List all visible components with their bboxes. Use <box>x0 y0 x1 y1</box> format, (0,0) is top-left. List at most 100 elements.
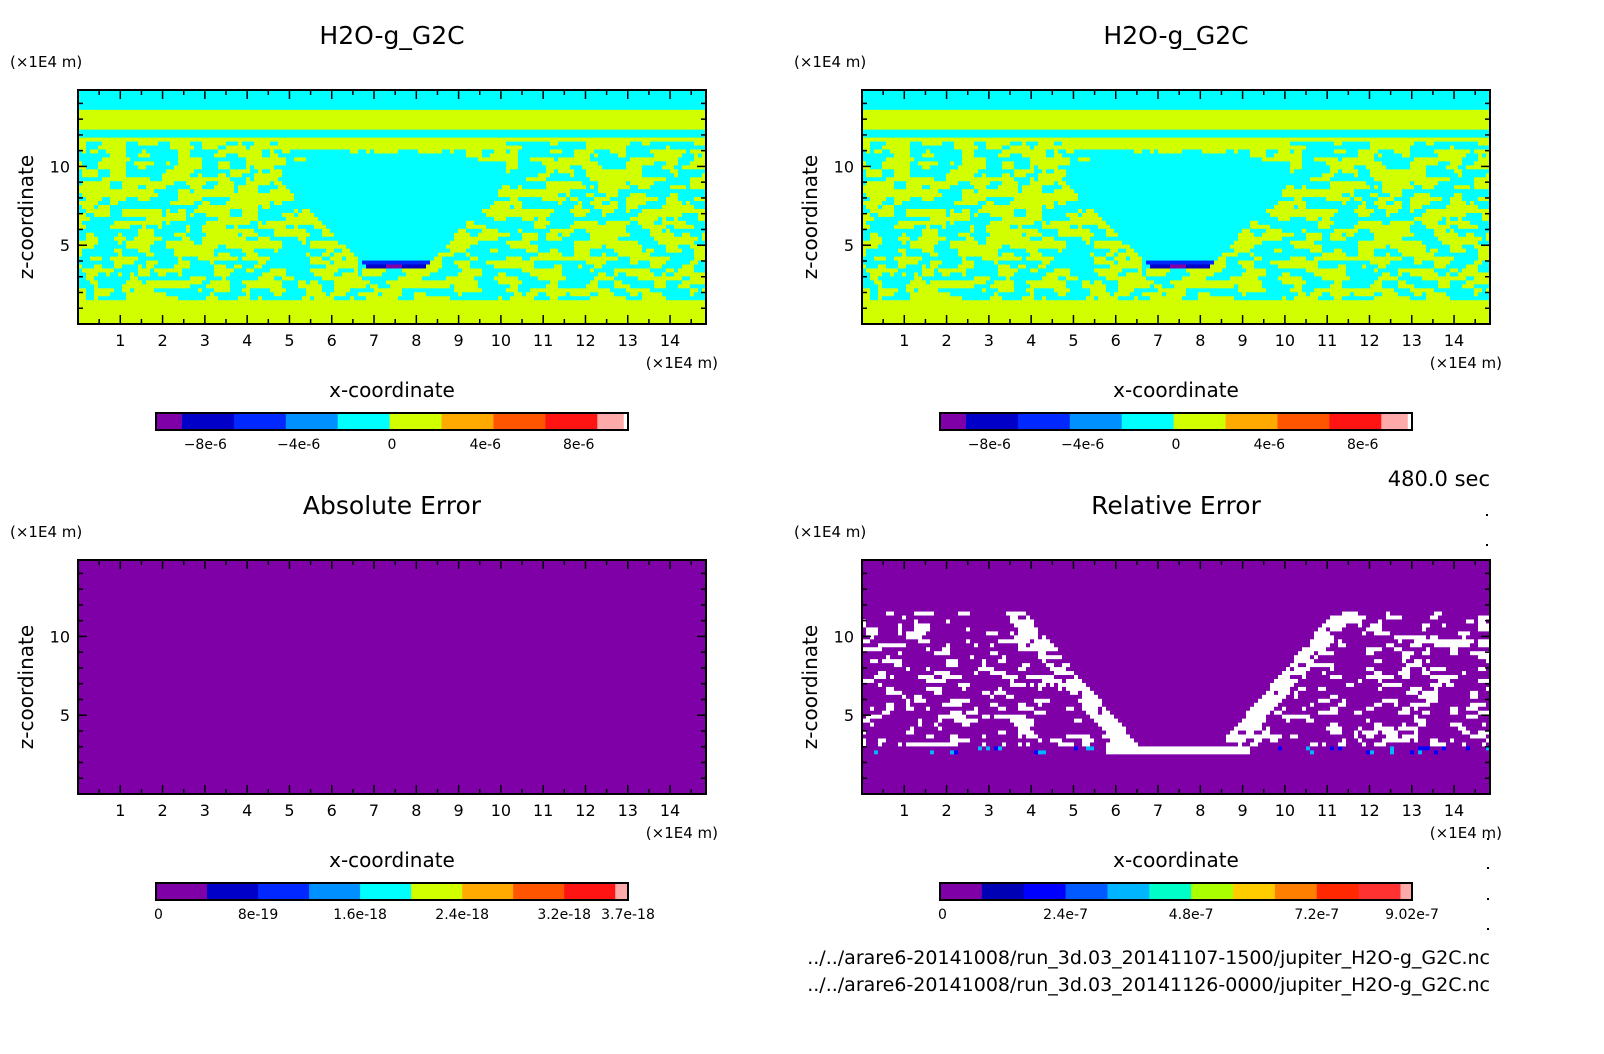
heatmap-cell <box>110 256 139 262</box>
heatmap-cell <box>282 292 307 297</box>
heatmap-cell <box>498 228 519 234</box>
heatmap-cell <box>930 647 943 652</box>
heatmap-cell <box>934 177 947 182</box>
heatmap-cell <box>1054 268 1071 274</box>
heatmap-cell <box>1426 169 1455 174</box>
heatmap-cell <box>1314 272 1347 278</box>
heatmap-cell <box>1306 185 1331 190</box>
heatmap-cell <box>498 296 503 301</box>
heatmap-cell <box>570 224 627 230</box>
heatmap-cell <box>890 710 951 716</box>
heatmap-cell <box>886 157 915 162</box>
heatmap-cell <box>662 165 675 170</box>
heatmap-cell <box>1126 256 1131 262</box>
heatmap-cell <box>1150 149 1155 155</box>
heatmap-cell <box>1458 165 1467 170</box>
colorbar-tick-label: 8e-6 <box>1347 437 1379 453</box>
heatmap-cell <box>1034 639 1051 644</box>
heatmap-cell <box>1002 216 1043 222</box>
heatmap-cell <box>286 216 319 222</box>
heatmap-cell <box>1366 264 1379 270</box>
heatmap-cell <box>642 141 651 147</box>
heatmap-cell <box>990 212 1015 218</box>
heatmap-cell <box>874 722 919 728</box>
heatmap-cell <box>862 236 871 242</box>
heatmap-cell <box>1402 706 1411 712</box>
heatmap-cell <box>122 272 131 278</box>
heatmap-cell <box>1050 639 1311 644</box>
heatmap-cell <box>870 141 887 147</box>
heatmap-cell <box>938 264 959 270</box>
heatmap-cell <box>1302 165 1331 170</box>
heatmap-cell <box>1018 647 1059 652</box>
heatmap-cell <box>1278 675 1291 680</box>
heatmap-cell <box>78 256 91 262</box>
heatmap-cell <box>1086 208 1095 214</box>
heatmap-cell <box>1106 750 1251 755</box>
heatmap-cell <box>974 149 1003 155</box>
heatmap-cell <box>938 714 967 720</box>
heatmap-cell <box>1378 686 1383 692</box>
heatmap-cell <box>246 145 251 151</box>
heatmap-cell <box>1434 252 1479 258</box>
heatmap-cell <box>626 153 655 159</box>
heatmap-cell <box>190 173 199 178</box>
heatmap-cell <box>98 169 111 174</box>
heatmap-cell <box>78 718 707 724</box>
heatmap-cell <box>1334 248 1343 254</box>
heatmap-cell <box>630 193 647 198</box>
heatmap-cell <box>354 296 367 301</box>
heatmap-cell <box>970 611 1007 617</box>
heatmap-cell <box>1330 746 1335 751</box>
heatmap-cell <box>1422 292 1427 297</box>
heatmap-cell <box>1106 276 1147 281</box>
heatmap-cell <box>478 240 507 246</box>
heatmap-cell <box>78 316 707 321</box>
heatmap-cell <box>970 228 975 234</box>
heatmap-cell <box>194 145 203 151</box>
heatmap-cell <box>1422 260 1435 266</box>
heatmap-cell <box>1094 208 1267 214</box>
heatmap-cell <box>1294 244 1323 250</box>
heatmap-cell <box>694 224 707 230</box>
heatmap-cell <box>862 671 879 676</box>
heatmap-cell <box>930 260 943 266</box>
heatmap-cell <box>1006 659 1043 664</box>
heatmap-cell <box>690 288 699 293</box>
heatmap-cell <box>1446 272 1451 278</box>
heatmap-cell <box>1042 276 1059 281</box>
heatmap-cell <box>1002 181 1019 186</box>
heatmap-cell <box>1334 141 1343 147</box>
heatmap-cell <box>1374 750 1391 755</box>
heatmap-cell <box>650 228 663 234</box>
heatmap-cell <box>1402 639 1415 644</box>
heatmap-cell <box>898 651 903 656</box>
heatmap-cell <box>1430 702 1471 708</box>
heatmap-cell <box>306 292 327 297</box>
heatmap-cell <box>1270 260 1319 266</box>
heatmap-cell <box>430 260 443 266</box>
colorbar-tick-label: 2.4e-18 <box>435 907 489 923</box>
heatmap-cell <box>1466 706 1479 712</box>
heatmap-cell <box>206 220 251 226</box>
heatmap-cell <box>1326 686 1379 692</box>
heatmap-cell <box>1074 746 1079 751</box>
heatmap-cell <box>358 149 367 155</box>
heatmap-cell <box>950 208 955 214</box>
heatmap-cell <box>1382 678 1439 684</box>
heatmap-cell <box>254 141 271 147</box>
heatmap-cell <box>190 264 215 270</box>
heatmap-cell <box>282 173 539 178</box>
heatmap-cell <box>1450 201 1467 206</box>
heatmap-cell <box>114 220 163 226</box>
heatmap-cell <box>1134 248 1235 254</box>
heatmap-cell <box>618 252 651 258</box>
heatmap-cell <box>1002 655 1007 660</box>
heatmap-cell <box>1122 268 1139 274</box>
heatmap-cell <box>598 185 631 190</box>
heatmap-cell <box>958 252 999 258</box>
x-tick-label: 8 <box>411 331 421 350</box>
heatmap-cell <box>1382 682 1403 688</box>
heatmap-cell <box>958 611 971 617</box>
heatmap-cell <box>1118 280 1155 285</box>
